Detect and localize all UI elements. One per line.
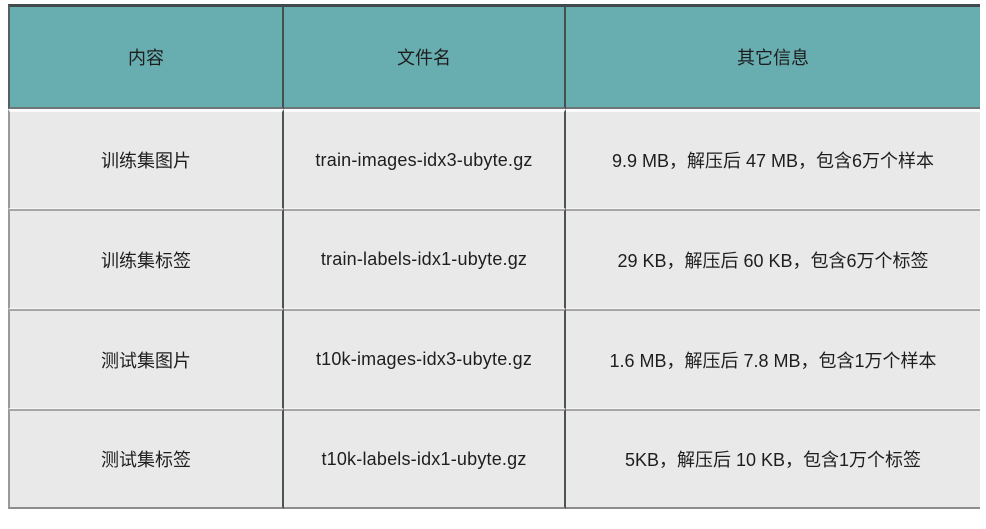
cell-filename: train-labels-idx1-ubyte.gz <box>284 209 566 309</box>
cell-info: 9.9 MB，解压后 47 MB，包含6万个样本 <box>566 109 980 209</box>
table-row: 测试集标签 t10k-labels-idx1-ubyte.gz 5KB，解压后 … <box>8 409 980 509</box>
column-header-content: 内容 <box>8 4 284 109</box>
column-header-info: 其它信息 <box>566 4 980 109</box>
cell-info: 29 KB，解压后 60 KB，包含6万个标签 <box>566 209 980 309</box>
cell-filename: t10k-labels-idx1-ubyte.gz <box>284 409 566 509</box>
cell-info: 1.6 MB，解压后 7.8 MB，包含1万个样本 <box>566 309 980 409</box>
cell-info: 5KB，解压后 10 KB，包含1万个标签 <box>566 409 980 509</box>
table-body: 训练集图片 train-images-idx3-ubyte.gz 9.9 MB，… <box>8 109 980 509</box>
table-row: 训练集图片 train-images-idx3-ubyte.gz 9.9 MB，… <box>8 109 980 209</box>
cell-filename: t10k-images-idx3-ubyte.gz <box>284 309 566 409</box>
table-header: 内容 文件名 其它信息 <box>8 4 980 109</box>
cell-content: 测试集标签 <box>8 409 284 509</box>
header-row: 内容 文件名 其它信息 <box>8 4 980 109</box>
cell-content: 训练集图片 <box>8 109 284 209</box>
cell-content: 测试集图片 <box>8 309 284 409</box>
dataset-files-table: 内容 文件名 其它信息 训练集图片 train-images-idx3-ubyt… <box>8 4 980 509</box>
cell-filename: train-images-idx3-ubyte.gz <box>284 109 566 209</box>
column-header-filename: 文件名 <box>284 4 566 109</box>
table-row: 训练集标签 train-labels-idx1-ubyte.gz 29 KB，解… <box>8 209 980 309</box>
table-row: 测试集图片 t10k-images-idx3-ubyte.gz 1.6 MB，解… <box>8 309 980 409</box>
cell-content: 训练集标签 <box>8 209 284 309</box>
